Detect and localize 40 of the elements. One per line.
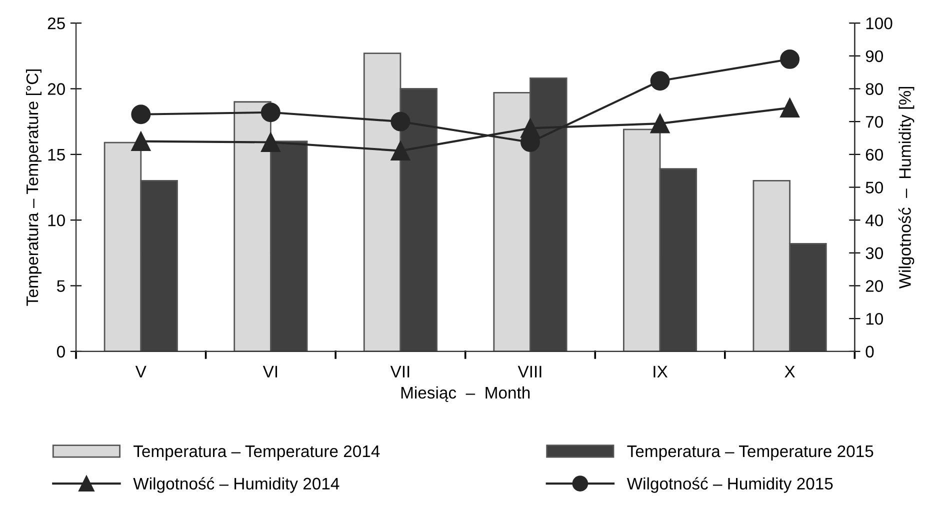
y2-tick-label: 80 <box>866 83 883 95</box>
y-tick-label: 0 <box>56 346 65 358</box>
point <box>780 49 800 69</box>
point <box>650 114 670 134</box>
point <box>390 112 410 132</box>
y-tick-label: 20 <box>48 83 65 95</box>
x-tick-label: VII <box>390 366 410 378</box>
y2-tick-label: 10 <box>866 312 883 325</box>
y2-tick-label: 30 <box>866 247 883 260</box>
y2-tick-label: 60 <box>866 148 883 161</box>
y-axis-title: Temperatura – Temperature [°C] <box>26 69 42 306</box>
x-tick-label: X <box>784 366 796 378</box>
y-tick-label: 25 <box>48 17 65 30</box>
point <box>780 98 800 118</box>
legend-label: Wilgotność – Humidity 2014 <box>133 477 340 493</box>
x-tick-label: VIII <box>518 366 542 378</box>
point <box>131 132 151 152</box>
y2-tick-label: 70 <box>866 116 883 128</box>
y2-tick-label: 20 <box>866 280 883 292</box>
y2-tick-label: 50 <box>866 182 883 194</box>
point <box>650 71 670 91</box>
point <box>390 141 410 161</box>
legend-label: Temperatura – Temperature 2015 <box>627 445 874 460</box>
x-tick-label: IX <box>654 366 668 378</box>
legend-label: Wilgotność – Humidity 2015 <box>626 477 833 493</box>
y2-tick-label: 90 <box>866 50 883 62</box>
point <box>260 132 280 152</box>
point <box>260 102 280 122</box>
y2-axis-title: Wilgotność – Humidity [%] <box>898 87 914 289</box>
y-tick-label: 10 <box>48 214 65 226</box>
legend-label: Temperatura – Temperature 2014 <box>134 445 380 460</box>
y2-tick-label: 0 <box>866 346 874 358</box>
x-tick-label: V <box>135 366 146 378</box>
x-axis-title: Miesiąc – Month <box>401 386 530 402</box>
y2-tick-label: 40 <box>865 214 883 226</box>
y-tick-label: 5 <box>56 280 65 292</box>
x-tick-label: VI <box>262 366 278 378</box>
y-tick-label: 15 <box>48 148 65 161</box>
point <box>131 104 151 124</box>
y2-tick-label: 100 <box>866 17 892 30</box>
